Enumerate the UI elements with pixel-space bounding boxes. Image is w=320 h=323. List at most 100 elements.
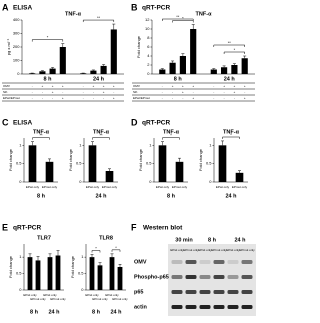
significance-label: * [234,47,236,52]
table-sign: + [244,96,246,100]
y-tick-label: 1 [79,142,82,147]
table-sign: - [213,84,214,88]
panel-title: ELISA [13,120,32,127]
table-sign: - [162,96,163,100]
significance-label: ** [228,40,232,45]
table-sign: - [213,96,214,100]
table-sign: + [113,96,115,100]
y-axis-label: Fold change [138,148,143,171]
y-tick-label: 0.5 [78,271,84,276]
chart-subtitle: TLR8 [99,235,113,241]
table-sign: + [113,84,115,88]
lane-label: EPwt only [198,248,212,252]
blot-band [185,260,197,264]
bar-label: EPmut only [92,297,108,301]
y-axis-label: Fold change [68,148,73,171]
x-tick-label: 8 h [30,309,39,315]
table-sign: + [52,90,54,94]
table-sign: - [172,90,173,94]
x-tick-label: 24 h [110,309,122,315]
blot-band [171,275,183,279]
row-label: Phospho-p65 [134,274,169,280]
row-label: OMV [134,259,147,265]
blot-band [241,290,253,294]
x-tick-label: 24 h [224,76,236,82]
lane-label: EPwt only [170,248,184,252]
blot-band [227,275,239,279]
table-sign: - [32,84,33,88]
table-sign: - [162,84,163,88]
bar [100,65,107,74]
table-sign: - [83,84,84,88]
table-sign: + [103,84,105,88]
x-axis-label: 8 h [37,193,46,199]
bar-label: EPwt only [105,293,119,297]
blot-band [213,260,225,264]
bar-label: EPmut only [50,297,66,301]
y-tick-label: 0 [19,179,22,184]
table-row-label: OMV [3,84,10,88]
y-tick-label: 0.5 [16,271,22,276]
bar [210,69,217,74]
chart-subtitle: TNF-α [163,129,180,135]
table-sign: - [182,96,183,100]
bar [47,257,53,290]
y-tick-label: 1 [149,142,152,147]
significance-bracket [82,19,115,23]
x-tick-label: EPwt only [156,185,170,189]
x-tick-label: EPmut only [232,185,248,189]
row-label: actin [134,304,147,310]
chart-subtitle: TNF-α [33,129,50,135]
table-row-label: Sih [133,90,138,94]
bar [179,56,186,74]
significance-bracket [172,20,194,23]
bar [55,255,61,290]
bar [231,65,238,74]
table-sign: + [62,96,64,100]
y-tick-label: 0 [79,179,82,184]
y-tick-label: 0.5 [16,161,22,166]
y-axis-label: Fold change [198,148,203,171]
panel-title: qRT-PCR [142,5,170,12]
panel-title: qRT-PCR [13,225,41,232]
panel-label: F [131,222,137,232]
blot-band [185,275,197,279]
x-tick-label: EPmut only [42,185,58,189]
y-tick-label: 300 [13,31,20,36]
panel-title: ELISA [13,5,32,12]
table-sign: + [182,84,184,88]
x-axis-label: 8 h [167,193,176,199]
table-sign: + [172,84,174,88]
table-sign: + [192,96,194,100]
x-tick-label: EPmut only [102,185,118,189]
table-sign: - [93,96,94,100]
x-tick-label: 24 h [93,76,105,82]
y-tick-label: 0 [17,71,20,76]
table-sign: + [42,84,44,88]
bar [59,47,66,74]
y-tick-label: 0 [147,71,150,76]
significance-bracket [92,137,110,140]
table-sign: + [223,84,225,88]
table-sign: - [172,96,173,100]
table-row-label: Sih [3,90,8,94]
panel-title: qRT-PCR [142,120,170,127]
chart-subtitle: TNF-α [93,129,110,135]
bar [97,265,103,290]
significance-label: * [230,132,232,137]
bar-label: EPmut only [30,297,46,301]
table-sign: + [192,84,194,88]
significance-bracket [32,137,50,140]
blot-band [199,260,211,264]
table-sign: + [182,90,184,94]
time-label: 8 h [208,237,217,243]
significance-label: ** [39,133,43,138]
panel-label: E [2,222,8,232]
table-row-label: EPwt/EPmut [3,96,20,100]
table-row-label: OMV [133,84,140,88]
significance-label: ** [99,133,103,138]
bar-label: EPmut only [112,297,128,301]
y-tick-label: 1 [19,142,22,147]
significance-bracket [222,136,240,139]
time-label: 24 h [234,237,246,243]
